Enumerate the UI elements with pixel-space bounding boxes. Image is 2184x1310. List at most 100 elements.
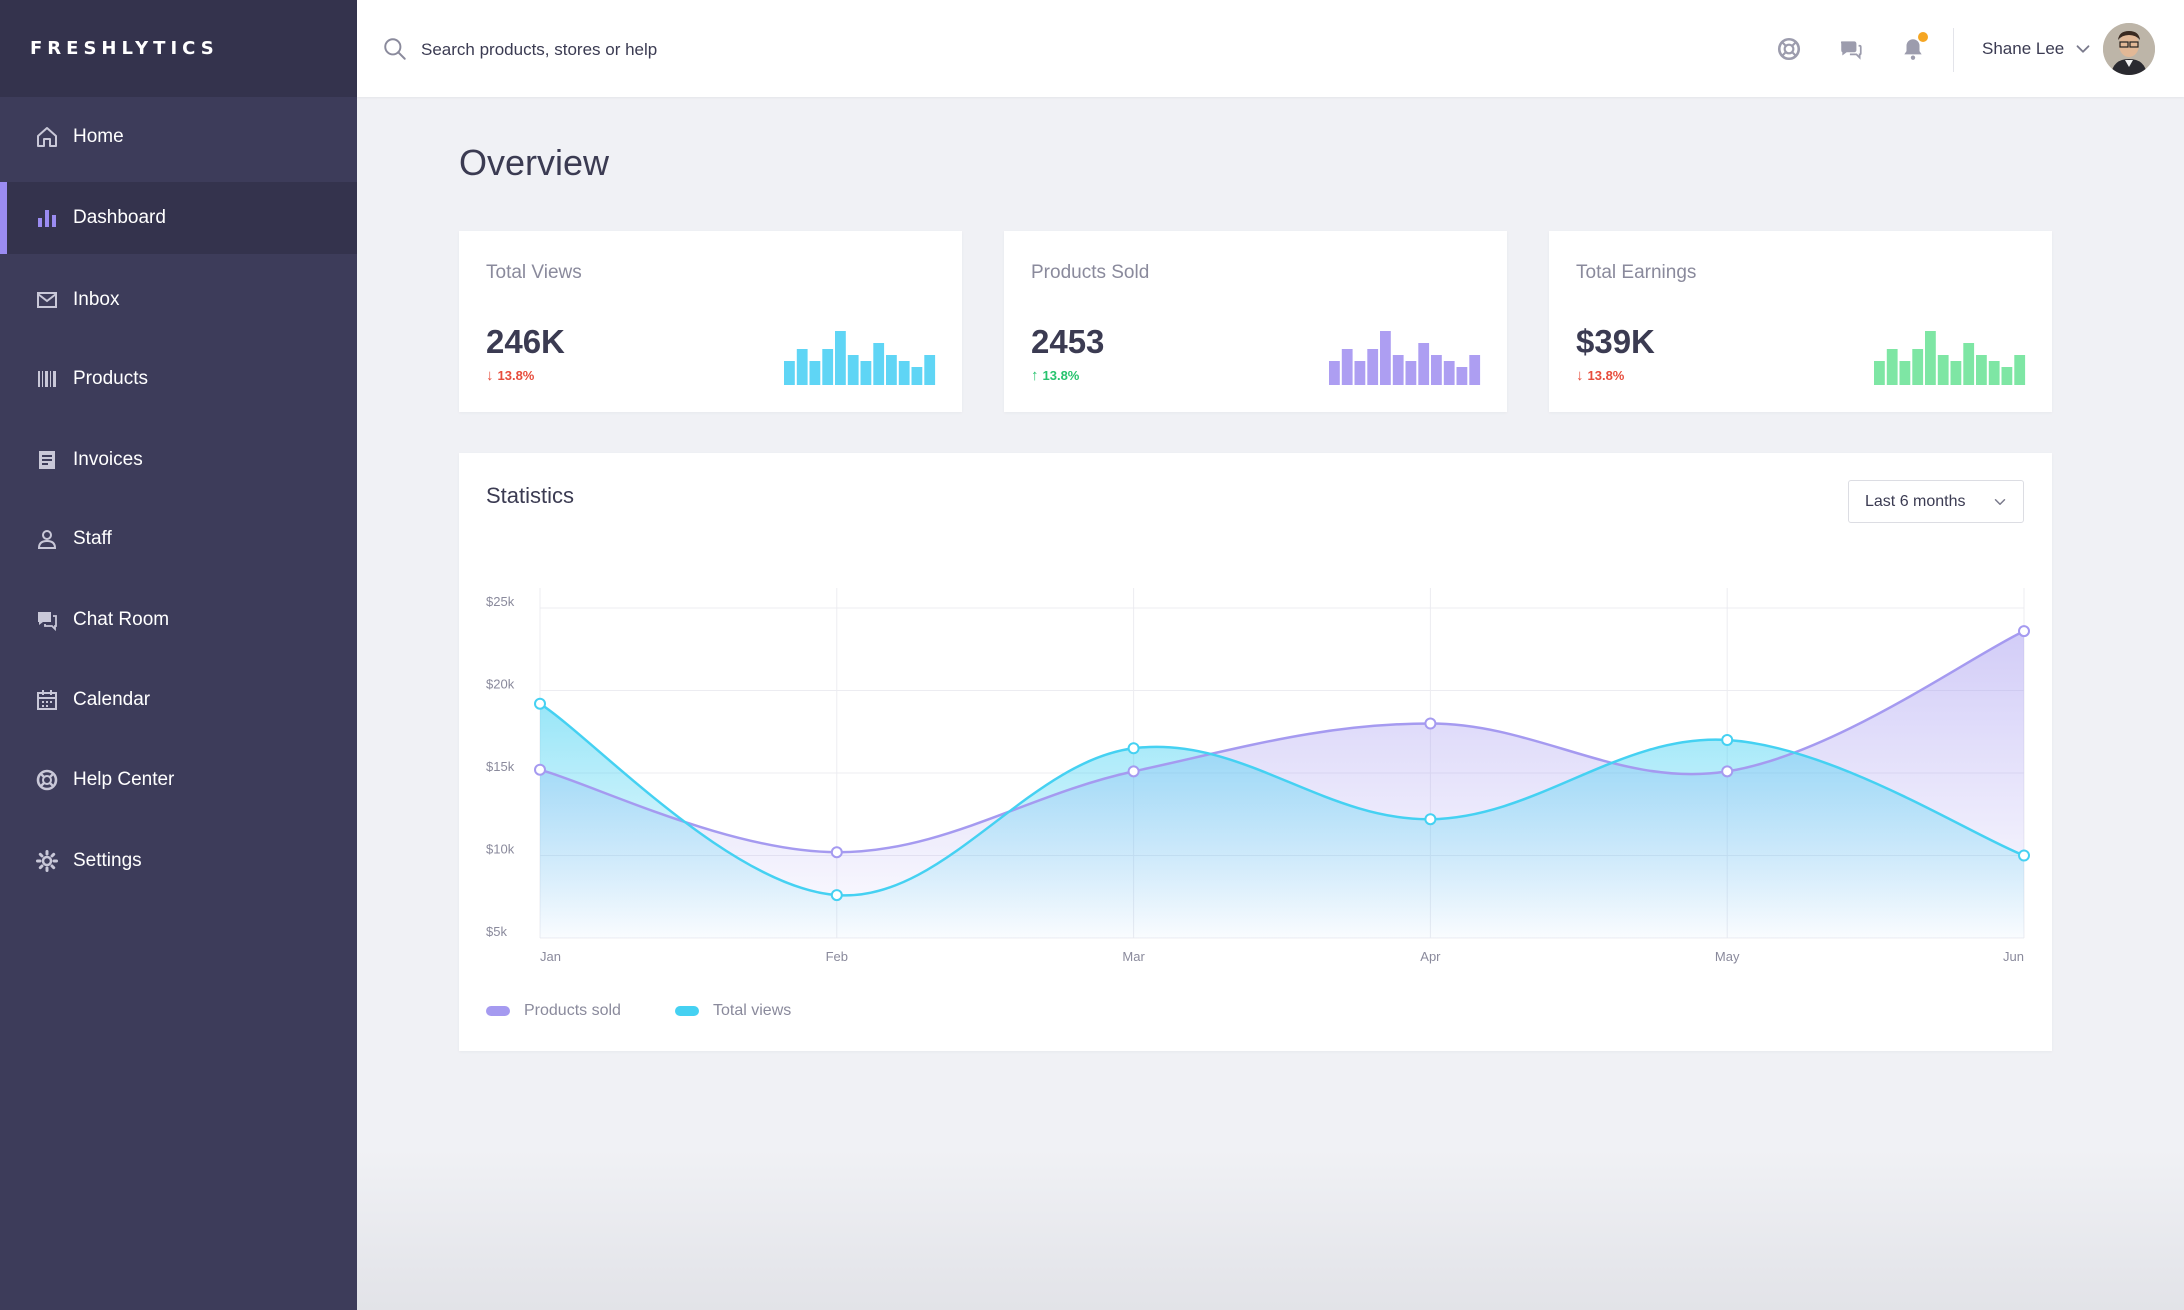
sidebar-item-label: Home — [73, 126, 124, 147]
statistics-chart: $5k $10k $15k $20k $25k Jan Feb Mar Apr May Jun — [486, 588, 2030, 964]
mini-bar — [1988, 361, 2000, 385]
user-name[interactable]: Shane Lee — [1982, 39, 2065, 58]
mini-bar — [1874, 361, 1885, 385]
sidebar-item-staff[interactable]: Staff — [0, 503, 357, 575]
sidebar-item-products[interactable]: Products — [0, 343, 357, 415]
home-icon — [34, 124, 60, 150]
mini-bar — [1886, 349, 1898, 385]
mini-bar — [860, 361, 872, 385]
mini-bar — [1912, 349, 1924, 385]
point-total-views[interactable] — [1424, 813, 1437, 826]
sidebar-item-invoices[interactable]: Invoices — [0, 424, 357, 496]
search-input[interactable] — [419, 34, 843, 66]
x-tick-label: Feb — [826, 949, 848, 964]
line-products-sold — [539, 629, 2025, 854]
stat-value: $39K — [1576, 323, 1655, 360]
point-total-views[interactable] — [1721, 734, 1734, 746]
sidebar-item-label: Products — [73, 368, 148, 389]
mini-bar — [1392, 355, 1404, 385]
mini-bar — [911, 367, 923, 385]
lifebuoy-icon — [34, 767, 60, 793]
point-total-views[interactable] — [1127, 742, 1140, 755]
mini-bar — [1950, 361, 1962, 385]
arrow-down-icon: ↓ — [1576, 367, 1584, 384]
bell-icon[interactable] — [1898, 32, 1928, 64]
point-products-sold[interactable] — [534, 763, 546, 776]
range-dropdown[interactable]: Last 6 months — [1848, 480, 2024, 523]
legend-swatch — [675, 1006, 699, 1016]
sidebar-item-label: Settings — [73, 850, 142, 871]
chevron-down-icon[interactable] — [2072, 38, 2094, 60]
point-total-views[interactable] — [2018, 849, 2030, 862]
invoice-icon — [34, 447, 60, 473]
sidebar-item-label: Invoices — [73, 449, 143, 470]
help-icon[interactable] — [1774, 34, 1804, 64]
point-total-views[interactable] — [830, 889, 843, 902]
user-icon — [34, 526, 60, 552]
mini-bar — [1925, 331, 1936, 385]
point-total-views[interactable] — [534, 697, 546, 710]
mini-bar — [835, 331, 846, 385]
chat-bubbles-icon[interactable] — [1836, 34, 1866, 64]
arrow-down-icon: ↓ — [486, 367, 494, 384]
stat-change: ↓ 13.8% — [486, 367, 534, 384]
sidebar-item-calendar[interactable]: Calendar — [0, 664, 357, 736]
point-products-sold[interactable] — [1721, 765, 1734, 778]
mini-bar — [1963, 343, 1975, 385]
statistics-title: Statistics — [486, 483, 575, 508]
point-products-sold[interactable] — [2018, 625, 2030, 638]
mini-bar — [898, 361, 910, 385]
mini-bar — [886, 355, 897, 385]
stat-value: 246K — [486, 323, 565, 360]
sidebar-item-inbox[interactable]: Inbox — [0, 264, 357, 336]
stat-card-total-earnings: Total Earnings $39K ↓ 13.8% — [1549, 231, 2052, 412]
mini-bar — [822, 349, 834, 385]
stat-value: 2453 — [1031, 323, 1105, 360]
stat-change-value: 13.8% — [1042, 368, 1080, 383]
sidebar-item-dashboard[interactable]: Dashboard — [0, 182, 357, 254]
sidebar-item-label: Dashboard — [73, 207, 166, 228]
sidebar-item-home[interactable]: Home — [0, 101, 357, 173]
point-products-sold[interactable] — [1127, 765, 1140, 778]
mini-bar — [1418, 343, 1430, 385]
range-value: Last 6 months — [1865, 492, 1966, 510]
search-icon[interactable] — [382, 36, 408, 62]
sidebar-item-label: Help Center — [73, 769, 175, 790]
mini-bar — [847, 355, 859, 385]
sidebar: FRESHLYTICS Home Dashboard Inbox Products In… — [0, 0, 357, 1310]
mini-bar — [1937, 355, 1949, 385]
x-tick-label: May — [1715, 949, 1740, 964]
avatar[interactable] — [2103, 23, 2155, 75]
legend-swatch — [486, 1006, 510, 1016]
mini-bar — [784, 361, 795, 385]
sidebar-item-label: Calendar — [73, 689, 151, 710]
mini-bar — [1469, 355, 1481, 385]
mini-bar — [1443, 361, 1455, 385]
page-title: Overview — [459, 142, 610, 183]
legend-products-sold: Products sold — [486, 1002, 621, 1020]
y-tick-label: $5k — [486, 924, 507, 939]
point-products-sold[interactable] — [830, 846, 843, 859]
stat-change: ↑ 13.8% — [1031, 367, 1079, 384]
sidebar-item-help-center[interactable]: Help Center — [0, 744, 357, 816]
mini-bar — [2001, 367, 2013, 385]
chevron-down-icon — [1994, 499, 2006, 505]
bar-chart-icon — [34, 205, 60, 231]
arrow-up-icon: ↑ — [1031, 367, 1039, 384]
statistics-card: Statistics Last 6 months $5k $10k $15k $20k… — [459, 453, 2052, 1051]
mini-bar — [1456, 367, 1468, 385]
mini-bar — [1431, 355, 1442, 385]
stat-card-total-views: Total Views 246K ↓ 13.8% — [459, 231, 962, 412]
mini-bar — [1354, 361, 1366, 385]
mini-bar — [1976, 355, 1987, 385]
sidebar-item-settings[interactable]: Settings — [0, 825, 357, 897]
point-products-sold[interactable] — [1424, 717, 1437, 730]
divider — [1953, 28, 1954, 72]
mini-bar — [1380, 331, 1391, 385]
sidebar-item-chat-room[interactable]: Chat Room — [0, 584, 357, 656]
stat-label: Products Sold — [1031, 262, 1150, 283]
stat-card-products-sold: Products Sold 2453 ↑ 13.8% — [1004, 231, 1507, 412]
bottom-fade — [357, 1150, 2184, 1310]
mini-bar — [873, 343, 885, 385]
stat-change: ↓ 13.8% — [1576, 367, 1624, 384]
